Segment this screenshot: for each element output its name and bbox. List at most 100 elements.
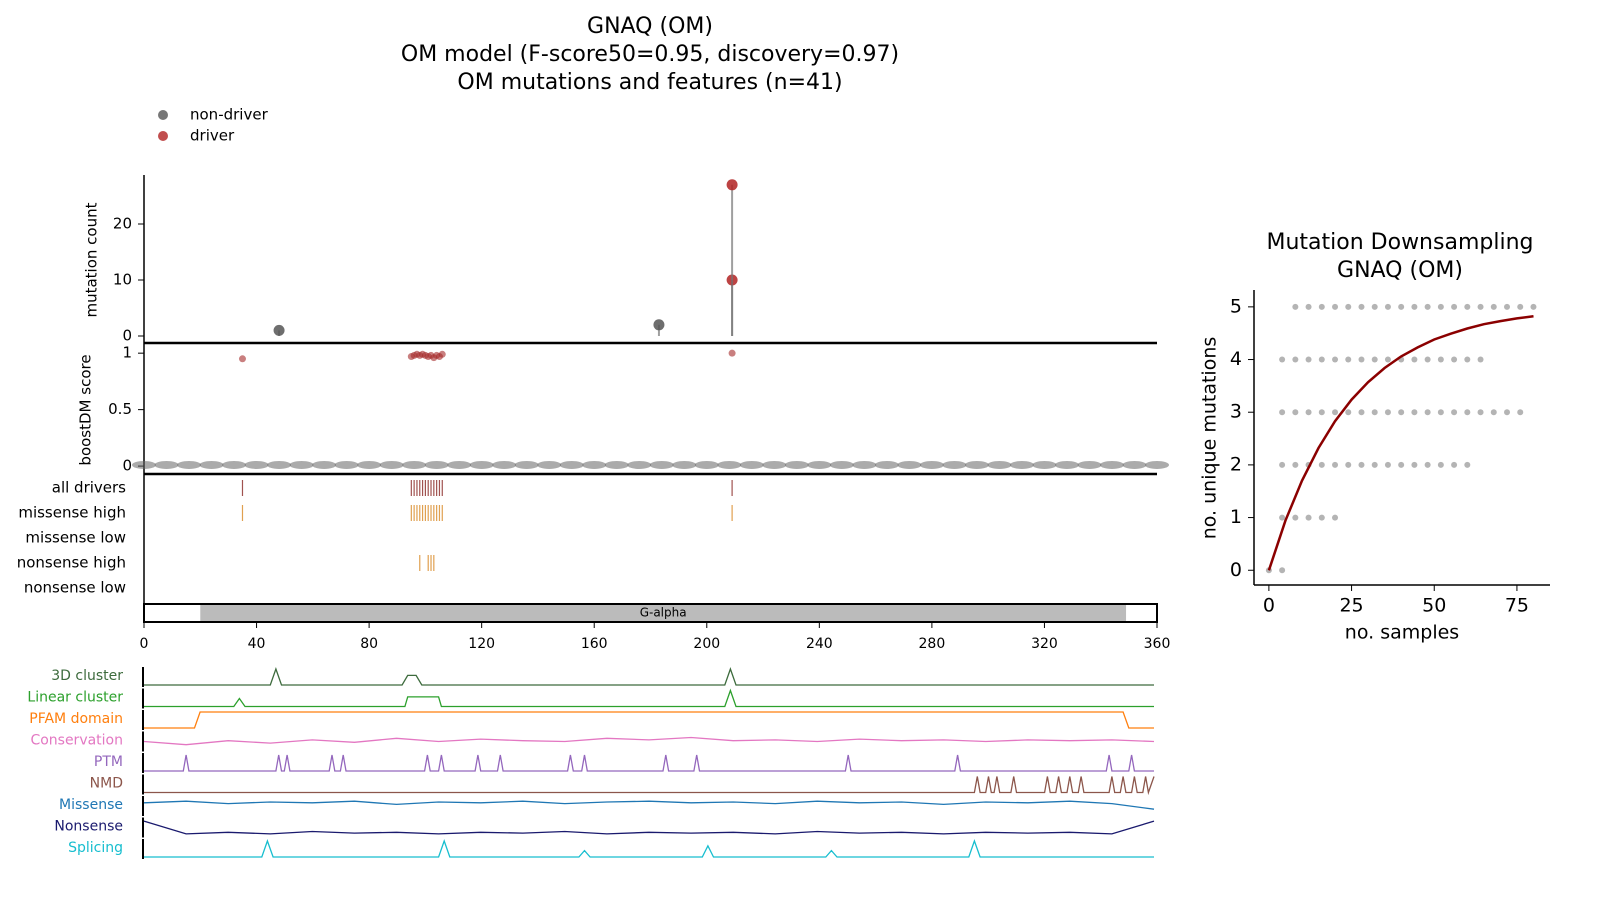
track-label: all drivers xyxy=(52,479,126,497)
score-point xyxy=(1122,460,1147,469)
sample-dot xyxy=(1517,409,1524,416)
y-tick-label: 0.5 xyxy=(108,400,132,418)
track-label: nonsense high xyxy=(17,554,126,572)
score-point xyxy=(874,460,899,469)
sample-dot xyxy=(1318,356,1325,363)
sample-dot xyxy=(1345,303,1352,310)
sample-dot xyxy=(1424,409,1431,416)
sample-dot xyxy=(1305,303,1312,310)
sample-dot xyxy=(1358,409,1365,416)
feature-line xyxy=(144,776,1155,796)
sample-dot xyxy=(1318,409,1325,416)
score-point xyxy=(469,460,494,469)
feature-label: Missense xyxy=(59,797,123,813)
sample-dot xyxy=(1345,461,1352,468)
sample-dot xyxy=(1504,409,1511,416)
score-point xyxy=(132,460,156,469)
sample-dot xyxy=(1384,303,1391,310)
sample-dot xyxy=(1371,303,1378,310)
x-tick-label: 0 xyxy=(1263,595,1275,617)
x-tick-label: 360 xyxy=(1144,636,1171,652)
x-tick-label: 0 xyxy=(140,636,149,652)
x-tick-label: 200 xyxy=(693,636,720,652)
score-point xyxy=(312,460,337,469)
score-point xyxy=(222,460,247,469)
feature-line xyxy=(144,711,1154,729)
lollipop-head xyxy=(726,179,738,191)
sample-dot xyxy=(1332,356,1339,363)
score-point xyxy=(627,460,652,469)
score-point xyxy=(694,460,719,469)
sample-dot xyxy=(1411,461,1418,468)
sample-dot xyxy=(1292,303,1299,310)
feature-label: PFAM domain xyxy=(29,711,123,727)
score-point xyxy=(402,460,427,469)
feature-label: NMD xyxy=(90,776,123,792)
chart-title: GNAQ (OM) xyxy=(587,14,713,39)
score-point xyxy=(942,460,967,469)
sample-dot xyxy=(1332,514,1339,521)
score-point xyxy=(649,460,674,469)
score-point xyxy=(784,460,809,469)
sample-dot xyxy=(1530,303,1537,310)
sample-dot xyxy=(1451,461,1458,468)
x-tick-label: 75 xyxy=(1505,595,1529,617)
driver-score-point xyxy=(438,350,446,358)
sample-dot xyxy=(1371,356,1378,363)
y-axis-label: boostDM score xyxy=(77,354,95,465)
score-point xyxy=(1099,460,1124,469)
score-point xyxy=(807,460,832,469)
y-axis-label: no. unique mutations xyxy=(1199,337,1221,540)
sample-dot xyxy=(1358,303,1365,310)
y-tick-label: 2 xyxy=(1230,453,1242,475)
score-point xyxy=(762,460,787,469)
sample-dot xyxy=(1318,461,1325,468)
sample-dot xyxy=(1332,303,1339,310)
x-tick-label: 320 xyxy=(1031,636,1058,652)
track-label: missense high xyxy=(18,504,126,522)
y-tick-label: 1 xyxy=(1230,506,1242,528)
feature-label: Nonsense xyxy=(54,819,123,835)
sample-dot xyxy=(1437,356,1444,363)
sample-dot xyxy=(1437,303,1444,310)
lollipop-head xyxy=(273,324,285,336)
sample-dot xyxy=(1332,461,1339,468)
feature-line xyxy=(143,820,1155,835)
sample-dot xyxy=(1305,356,1312,363)
chart-title: Mutation Downsampling xyxy=(1267,230,1534,255)
sample-dot xyxy=(1305,514,1312,521)
y-tick-label: 1 xyxy=(122,344,132,362)
sample-dot xyxy=(1464,409,1471,416)
score-point xyxy=(537,460,562,469)
score-point xyxy=(424,460,449,469)
sample-dot xyxy=(1477,303,1484,310)
sample-dot xyxy=(1358,356,1365,363)
y-tick-label: 10 xyxy=(113,271,132,289)
sample-dot xyxy=(1504,303,1511,310)
sample-dot xyxy=(1464,303,1471,310)
sample-dot xyxy=(1490,409,1497,416)
sample-dot xyxy=(1371,461,1378,468)
feature-line xyxy=(144,839,1154,858)
score-point xyxy=(379,460,404,469)
feature-line xyxy=(144,754,1154,772)
sample-dot xyxy=(1464,461,1471,468)
sample-dot xyxy=(1279,409,1286,416)
sample-dot xyxy=(1345,409,1352,416)
y-tick-label: 3 xyxy=(1230,401,1242,423)
sample-dot xyxy=(1318,303,1325,310)
sample-dot xyxy=(1345,356,1352,363)
sample-dot xyxy=(1517,303,1524,310)
sample-dot xyxy=(1411,356,1418,363)
chart-title: OM model (F-score50=0.95, discovery=0.97… xyxy=(401,42,899,67)
driver-score-point xyxy=(728,349,736,357)
score-point xyxy=(244,460,269,469)
sample-dot xyxy=(1318,514,1325,521)
x-tick-label: 50 xyxy=(1422,595,1446,617)
sample-dot xyxy=(1424,303,1431,310)
score-point xyxy=(582,460,607,469)
score-point xyxy=(604,460,629,469)
domain-label: G-alpha xyxy=(640,606,687,620)
legend-label: non-driver xyxy=(190,106,269,124)
track-label: nonsense low xyxy=(24,579,126,597)
